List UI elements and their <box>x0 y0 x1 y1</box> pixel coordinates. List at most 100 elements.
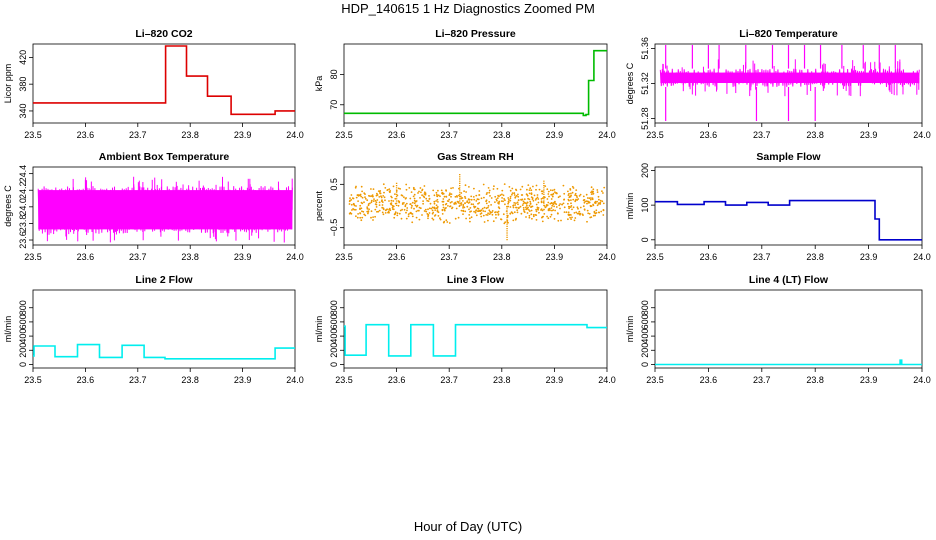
data-point <box>487 187 490 189</box>
chart-title: Line 2 Flow <box>135 274 193 286</box>
data-point <box>487 206 489 209</box>
data-point <box>407 215 410 218</box>
data-point <box>552 209 555 211</box>
data-point <box>488 213 491 216</box>
data-point <box>482 214 485 217</box>
data-point <box>422 200 424 203</box>
data-point <box>497 213 500 216</box>
data-point <box>579 193 582 196</box>
data-point <box>571 191 574 194</box>
data-point <box>378 204 381 207</box>
data-point <box>398 200 401 203</box>
x-tick-label: 23.8 <box>493 375 511 385</box>
data-point <box>501 189 504 192</box>
data-point <box>460 197 463 199</box>
data-point <box>560 219 562 222</box>
data-point <box>464 184 467 187</box>
data-point <box>547 193 550 195</box>
data-point <box>575 211 578 214</box>
data-point <box>372 216 374 219</box>
data-point <box>498 195 500 198</box>
data-point <box>528 192 531 195</box>
data-point <box>378 196 381 198</box>
data-point <box>529 187 532 190</box>
y-tick-label: 0 <box>329 362 339 367</box>
data-point <box>462 203 465 206</box>
data-point <box>448 198 451 201</box>
y-tick-label: 24.4 <box>18 165 28 183</box>
data-point <box>550 213 553 216</box>
data-point <box>596 189 599 191</box>
data-point <box>507 198 510 201</box>
data-point <box>437 194 440 197</box>
data-point <box>589 216 592 219</box>
data-point <box>487 219 489 222</box>
data-point <box>586 200 589 203</box>
data-point <box>432 218 435 221</box>
data-point <box>522 202 525 205</box>
data-point <box>528 189 531 192</box>
data-point <box>392 205 395 208</box>
data-point <box>381 211 384 214</box>
data-point <box>509 212 512 215</box>
data-point <box>366 206 369 209</box>
data-point <box>396 214 399 217</box>
data-point <box>473 206 476 209</box>
y-tick-label: 80 <box>329 69 339 79</box>
data-point <box>359 212 361 214</box>
data-point <box>450 187 452 190</box>
data-point <box>376 210 378 213</box>
x-tick-label: 23.6 <box>700 375 718 385</box>
data-point <box>587 212 590 215</box>
data-point <box>557 196 560 199</box>
data-point <box>525 202 528 205</box>
data-point <box>528 204 531 207</box>
y-tick-label: 400 <box>329 329 339 344</box>
data-point <box>428 197 431 200</box>
y-axis-label: degrees C <box>3 185 13 227</box>
data-point <box>601 190 603 193</box>
data-point <box>485 207 488 210</box>
data-point <box>470 198 473 201</box>
data-point <box>375 203 378 206</box>
y-tick-label: 200 <box>640 343 650 358</box>
y-tick-label: 200 <box>640 163 650 178</box>
data-point <box>475 210 477 212</box>
data-point <box>364 196 366 199</box>
x-tick-label: 23.7 <box>753 130 771 140</box>
data-point <box>541 216 543 219</box>
data-point <box>550 193 553 196</box>
data-point <box>517 203 519 206</box>
data-point <box>405 197 407 199</box>
x-tick-label: 24.0 <box>286 252 304 262</box>
data-point <box>509 197 512 200</box>
y-tick-label: 0.5 <box>329 178 339 191</box>
data-point <box>406 209 408 212</box>
data-point <box>493 185 495 188</box>
data-point <box>494 201 496 204</box>
data-point <box>576 196 578 199</box>
data-point <box>555 203 558 206</box>
y-tick-label: 70 <box>329 100 339 110</box>
data-point <box>353 203 355 206</box>
data-point <box>477 198 480 201</box>
data-point <box>538 188 541 191</box>
data-point <box>541 220 544 223</box>
data-point <box>399 188 401 190</box>
data-point <box>447 205 449 207</box>
data-point <box>552 203 555 206</box>
data-point <box>393 216 396 219</box>
data-point <box>530 209 533 212</box>
data-point <box>494 211 496 214</box>
data-point <box>586 220 588 223</box>
data-point <box>351 209 353 211</box>
data-point <box>359 193 362 196</box>
data-point <box>496 211 499 214</box>
data-point <box>530 189 533 192</box>
data-point <box>436 206 439 208</box>
x-tick-label: 23.6 <box>77 252 95 262</box>
x-tick-label: 24.0 <box>913 130 931 140</box>
data-point <box>476 207 479 210</box>
data-point <box>418 190 420 193</box>
data-point <box>390 203 393 206</box>
